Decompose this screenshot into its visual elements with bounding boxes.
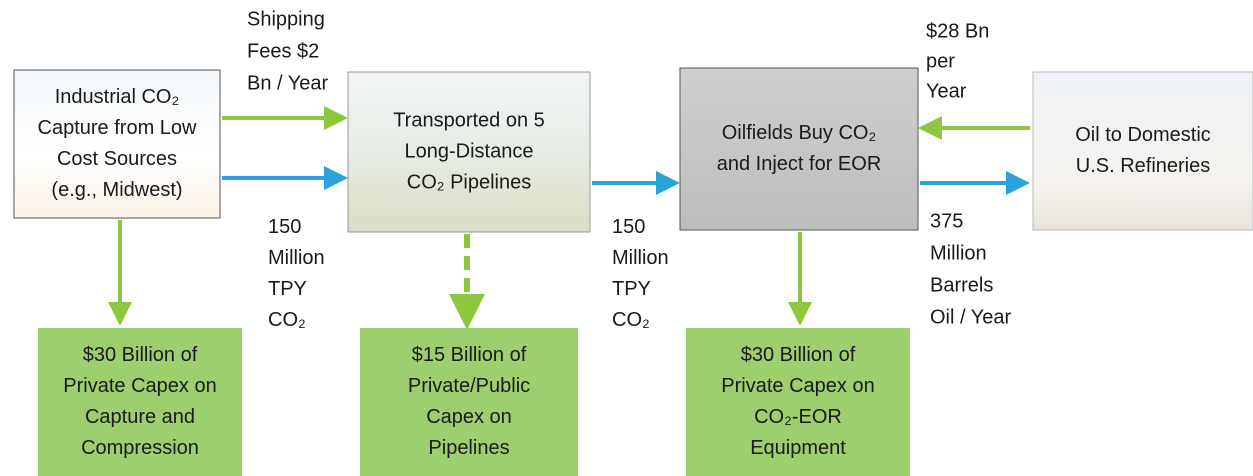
- flow-label: Barrels: [930, 274, 993, 296]
- flow-label: Million: [612, 247, 669, 269]
- output-label: $15 Billion of: [412, 344, 527, 366]
- flow-label: TPY: [612, 278, 651, 300]
- node-label: Long-Distance: [405, 140, 534, 162]
- output-label: Private Capex on: [63, 375, 216, 397]
- node-box: [1033, 72, 1253, 230]
- flow-label: CO₂: [612, 309, 650, 331]
- node-label: CO₂ Pipelines: [407, 171, 531, 193]
- node-label: Cost Sources: [57, 148, 177, 170]
- output-label: Capex on: [426, 406, 512, 428]
- node-label: Transported on 5: [393, 109, 545, 131]
- output-label: Private Capex on: [721, 375, 874, 397]
- node-label: Industrial CO₂: [55, 86, 179, 108]
- flow-label: $28 Bn: [926, 20, 989, 42]
- flow-label: Year: [926, 80, 967, 102]
- flow-label: Million: [268, 247, 325, 269]
- flow-label: TPY: [268, 278, 307, 300]
- flow-label: 150: [612, 216, 645, 238]
- flow-label: Million: [930, 242, 987, 264]
- flow-label: CO₂: [268, 309, 306, 331]
- flow-label: Bn / Year: [247, 72, 329, 94]
- output-label: $30 Billion of: [83, 344, 198, 366]
- output-label: Compression: [81, 437, 199, 459]
- flow-label: Fees $2: [247, 40, 319, 62]
- output-label: Capture and: [85, 406, 195, 428]
- flow-label: 375: [930, 210, 963, 232]
- output-label: CO₂-EOR: [754, 406, 842, 428]
- node-label: Oilfields Buy CO₂: [722, 122, 876, 144]
- output-label: Private/Public: [408, 375, 530, 397]
- diagram: Industrial CO₂ Capture from Low Cost Sourc…: [0, 0, 1253, 476]
- output-label: Equipment: [750, 437, 846, 459]
- flow-label: 150: [268, 216, 301, 238]
- node-label: and Inject for EOR: [717, 153, 882, 175]
- output-label: $30 Billion of: [741, 344, 856, 366]
- node-label: Capture from Low: [38, 117, 198, 139]
- flow-label: Shipping: [247, 8, 325, 30]
- node-label: (e.g., Midwest): [51, 179, 182, 201]
- flow-label: Oil / Year: [930, 306, 1012, 328]
- node-box: [680, 68, 918, 230]
- flow-label: per: [926, 50, 955, 72]
- node-label: Oil to Domestic: [1075, 124, 1211, 146]
- output-label: Pipelines: [428, 437, 509, 459]
- node-label: U.S. Refineries: [1076, 155, 1211, 177]
